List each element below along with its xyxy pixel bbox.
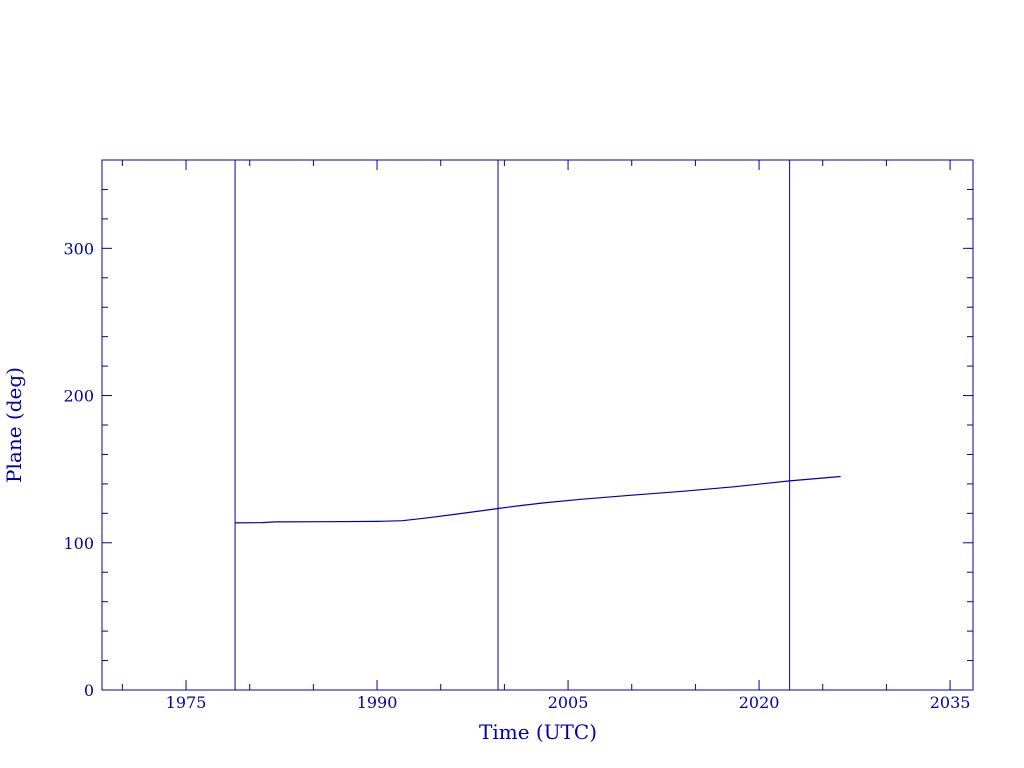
x-tick-label: 1975 bbox=[166, 693, 207, 712]
y-tick-label: 200 bbox=[63, 387, 94, 406]
x-tick-label: 2005 bbox=[548, 693, 589, 712]
x-tick-label: 2020 bbox=[739, 693, 780, 712]
y-axis-label: Plane (deg) bbox=[2, 367, 26, 483]
x-tick-label: 2035 bbox=[930, 693, 971, 712]
y-tick-label: 0 bbox=[84, 681, 94, 700]
y-tick-label: 300 bbox=[63, 239, 94, 258]
x-axis-label: Time (UTC) bbox=[479, 720, 597, 744]
data-series-line bbox=[235, 475, 841, 524]
y-tick-label: 100 bbox=[63, 534, 94, 553]
plot-frame bbox=[101, 159, 974, 691]
x-tick-label: 1990 bbox=[357, 693, 398, 712]
